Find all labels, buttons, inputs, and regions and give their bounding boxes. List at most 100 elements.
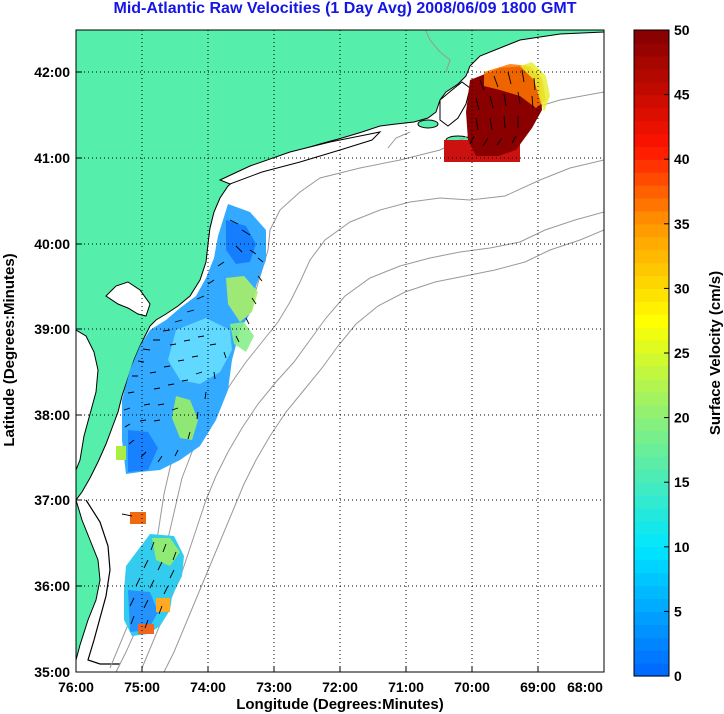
colorbar-step — [634, 469, 669, 483]
colorbar-tick-label: 40 — [674, 151, 690, 167]
colorbar-step — [634, 55, 669, 70]
x-tick-label: 69:00 — [520, 679, 556, 695]
colorbar-step — [634, 650, 669, 664]
colorbar-step — [634, 520, 669, 535]
colorbar-step — [634, 30, 669, 44]
colorbar-step — [634, 327, 669, 341]
colorbar-step — [634, 456, 669, 470]
colorbar-step — [634, 314, 669, 328]
colorbar-step — [634, 262, 669, 277]
x-tick-label: 73:00 — [256, 679, 292, 695]
velocity-patch — [156, 598, 170, 612]
colorbar-step — [634, 404, 669, 419]
velocity-patch — [138, 624, 154, 634]
x-tick-label: 74:00 — [190, 679, 226, 695]
colorbar-tick-label: 0 — [674, 668, 682, 684]
y-tick-label: 35:00 — [34, 664, 70, 680]
lower-mainland — [76, 499, 101, 661]
colorbar-step — [634, 546, 669, 561]
colorbar-gradient — [634, 30, 669, 677]
velocity-patch — [128, 590, 158, 632]
colorbar-step — [634, 68, 669, 83]
x-axis-title: Longitude (Degrees:Minutes) — [236, 696, 444, 713]
colorbar-tick-label: 20 — [674, 410, 690, 426]
colorbar-step — [634, 133, 669, 147]
x-tick-label: 72:00 — [322, 679, 358, 695]
velocity-patch — [168, 318, 232, 384]
colorbar-title: Surface Velocity (cm/s) — [707, 271, 724, 435]
colorbar-step — [634, 210, 669, 225]
colorbar-step — [634, 42, 669, 57]
x-tick-label: 68:00 — [567, 679, 603, 695]
x-tick-label: 76:00 — [58, 679, 94, 695]
colorbar-step — [634, 533, 669, 548]
colorbar-step — [634, 391, 669, 406]
colorbar-step — [634, 288, 669, 302]
outer-banks — [85, 499, 120, 665]
colorbar-step — [634, 430, 669, 445]
colorbar-tick-label: 25 — [674, 345, 690, 361]
y-tick-label: 36:00 — [34, 578, 70, 594]
colorbar-step — [634, 417, 669, 432]
colorbar-step — [634, 353, 669, 367]
marthas-vineyard — [417, 119, 439, 129]
colorbar-tick-label: 35 — [674, 216, 690, 232]
colorbar-tick-label: 10 — [674, 539, 690, 555]
colorbar-step — [634, 637, 669, 651]
colorbar-tick-labels: 0 5 10 15 20 25 30 35 40 45 50 — [664, 22, 690, 684]
colorbar-step — [634, 663, 669, 677]
velocity-patch — [128, 430, 158, 472]
colorbar-step — [634, 223, 669, 238]
colorbar-tick-label: 45 — [674, 87, 690, 103]
velocity-patch — [116, 446, 126, 460]
map-title: Mid-Atlantic Raw Velocities (1 Day Avg) … — [113, 0, 577, 17]
velocity-patch — [130, 512, 146, 524]
colorbar-step — [634, 159, 669, 173]
colorbar-tick-label: 50 — [674, 22, 690, 38]
colorbar-tick-label: 15 — [674, 474, 690, 490]
colorbar-tick-label: 30 — [674, 280, 690, 296]
velocity-patch — [226, 220, 256, 264]
velocity-patch — [226, 276, 258, 322]
colorbar-step — [634, 107, 669, 122]
colorbar-step — [634, 275, 669, 289]
colorbar-step — [634, 81, 669, 96]
colorbar-step — [634, 94, 669, 109]
colorbar-step — [634, 301, 669, 315]
y-axis-title: Latitude (Degrees:Minutes) — [1, 253, 18, 446]
colorbar-step — [634, 120, 669, 134]
x-tick-labels: 76:00 75:00 74:00 73:00 72:00 71:00 70:0… — [58, 679, 603, 695]
x-tick-label: 71:00 — [388, 679, 424, 695]
colorbar-step — [634, 559, 669, 574]
colorbar-step — [634, 340, 669, 354]
velocity-vectors — [121, 69, 536, 629]
y-tick-label: 38:00 — [34, 407, 70, 423]
colorbar-tick-label: 5 — [674, 603, 682, 619]
colorbar: 0 5 10 15 20 25 30 35 40 45 50 Surface Velocity (c… — [633, 22, 724, 684]
colorbar-step — [634, 365, 669, 380]
y-tick-label: 39:00 — [34, 321, 70, 337]
colorbar-step — [634, 611, 669, 625]
y-tick-label: 37:00 — [34, 492, 70, 508]
y-tick-label: 42:00 — [34, 64, 70, 80]
colorbar-step — [634, 249, 669, 264]
colorbar-step — [634, 585, 669, 600]
colorbar-step — [634, 172, 669, 186]
colorbar-step — [634, 598, 669, 612]
y-tick-label: 40:00 — [34, 236, 70, 252]
colorbar-step — [634, 197, 669, 212]
grid-lines — [76, 30, 604, 672]
colorbar-step — [634, 624, 669, 638]
velocity-patch — [520, 62, 550, 112]
tick-marks — [76, 71, 539, 672]
colorbar-step — [634, 482, 669, 496]
x-tick-label: 70:00 — [454, 679, 490, 695]
chesapeake-bay — [76, 329, 99, 471]
colorbar-step — [634, 236, 669, 251]
delaware-bay — [105, 281, 151, 317]
colorbar-step — [634, 495, 669, 509]
colorbar-step — [634, 443, 669, 457]
colorbar-step — [634, 185, 669, 199]
y-tick-labels: 35:00 36:00 37:00 38:00 39:00 40:00 41:0… — [34, 64, 70, 680]
